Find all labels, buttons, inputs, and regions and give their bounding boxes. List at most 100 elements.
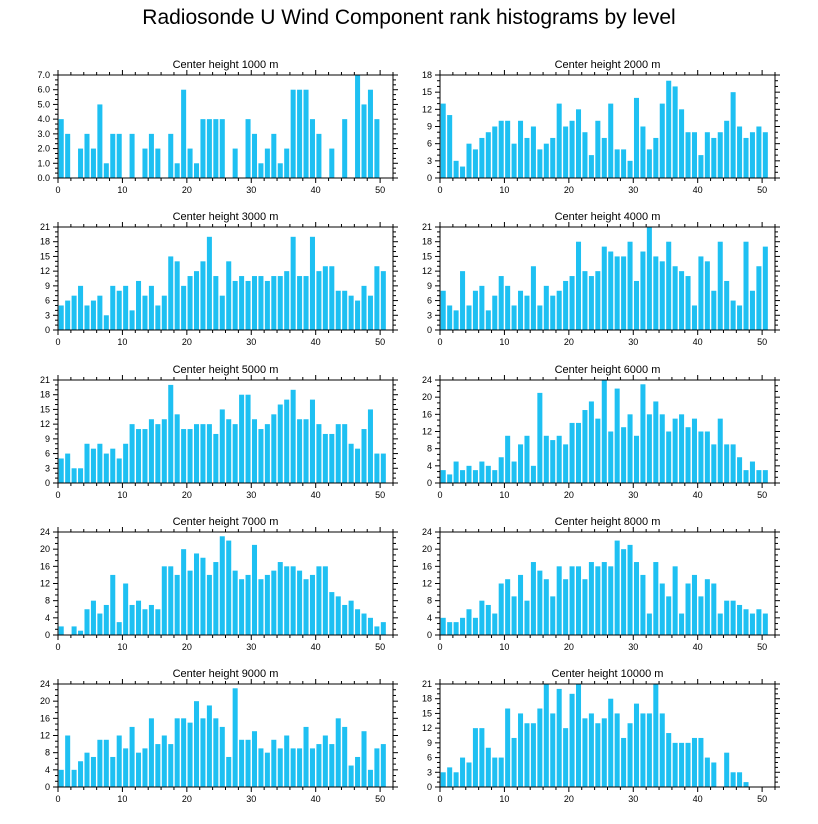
x-tick-label: 0 xyxy=(55,642,60,652)
histogram-bar xyxy=(724,600,730,635)
histogram-bar xyxy=(608,251,614,330)
histogram-bar xyxy=(116,458,122,483)
histogram-bar xyxy=(329,744,335,787)
x-tick-label: 20 xyxy=(182,794,192,804)
histogram-bar xyxy=(284,735,290,787)
histogram-bar xyxy=(691,737,697,787)
y-tick-label: 0 xyxy=(45,325,50,335)
histogram-bar xyxy=(440,772,446,787)
histogram-bar xyxy=(361,429,367,483)
histogram-bar xyxy=(271,414,277,483)
histogram-bar xyxy=(206,119,212,178)
histogram-bar xyxy=(355,75,361,178)
histogram-bar xyxy=(200,261,206,330)
histogram-bar xyxy=(518,713,524,787)
histogram-bar xyxy=(556,688,562,787)
histogram-panel-5: Center height 5000 m 0 3 6 9 12 15 18 21 0 10 20 30 4… xyxy=(40,364,398,500)
histogram-bar xyxy=(576,241,582,330)
histogram-bar xyxy=(588,276,594,330)
histogram-bar xyxy=(123,583,129,635)
histogram-bar xyxy=(576,422,582,483)
histogram-bar xyxy=(498,457,504,483)
histogram-bar xyxy=(563,280,569,330)
histogram-bar xyxy=(576,566,582,635)
histogram-bar xyxy=(78,468,84,483)
y-tick-label: 9 xyxy=(427,281,432,291)
histogram-bar xyxy=(762,613,768,635)
histogram-bar xyxy=(711,583,717,635)
histogram-bar xyxy=(537,392,543,484)
histogram-bar xyxy=(129,310,135,330)
x-tick-label: 20 xyxy=(564,490,574,500)
histogram-bar xyxy=(187,148,193,178)
histogram-bar xyxy=(556,435,562,483)
histogram-bar xyxy=(110,448,116,483)
y-tick-label: 3 xyxy=(427,156,432,166)
histogram-bar xyxy=(58,119,64,178)
y-tick-label: 12 xyxy=(40,266,50,276)
histogram-bar xyxy=(264,752,270,787)
histogram-bar xyxy=(621,549,627,635)
histogram-bar xyxy=(322,266,328,330)
histogram-bar xyxy=(213,718,219,787)
histogram-bar xyxy=(316,566,322,635)
histogram-bar xyxy=(440,290,446,330)
histogram-bar xyxy=(640,126,646,178)
histogram-bar xyxy=(756,266,762,330)
histogram-bar xyxy=(361,285,367,330)
y-tick-label: 6 xyxy=(45,296,50,306)
histogram-bar xyxy=(543,285,549,330)
histogram-bar xyxy=(316,271,322,330)
histogram-bar xyxy=(440,103,446,178)
histogram-bar xyxy=(284,399,290,483)
histogram-bar xyxy=(316,133,322,178)
y-tick-label: 18 xyxy=(422,237,432,247)
y-tick-label: 0 xyxy=(427,478,432,488)
y-tick-label: 15 xyxy=(422,251,432,261)
histogram-bar xyxy=(348,600,354,635)
histogram-bar xyxy=(640,574,646,635)
histogram-bar xyxy=(155,424,161,483)
histogram-bar xyxy=(556,290,562,330)
y-tick-label: 12 xyxy=(40,731,50,741)
histogram-bar xyxy=(627,544,633,636)
x-tick-label: 0 xyxy=(437,642,442,652)
figure-title: Radiosonde U Wind Component rank histogr… xyxy=(142,6,676,29)
histogram-bar xyxy=(380,622,386,636)
histogram-bar xyxy=(762,132,768,178)
histogram-bar xyxy=(168,384,174,483)
histogram-bar xyxy=(569,422,575,483)
histogram-bar xyxy=(174,261,180,330)
y-tick-label: 6 xyxy=(427,139,432,149)
histogram-bar xyxy=(245,574,251,635)
histogram-bar xyxy=(78,630,84,635)
histogram-bar xyxy=(659,261,665,330)
histogram-bar xyxy=(232,424,238,483)
y-tick-label: 3 xyxy=(427,310,432,320)
histogram-bar xyxy=(355,448,361,483)
histogram-bar xyxy=(576,109,582,178)
histogram-bar xyxy=(460,470,466,484)
y-tick-label: 15 xyxy=(40,251,50,261)
histogram-bar xyxy=(348,765,354,787)
histogram-bar xyxy=(71,769,77,787)
x-tick-label: 10 xyxy=(117,185,127,195)
histogram-bar xyxy=(309,119,315,178)
histogram-bar xyxy=(129,604,135,635)
histogram-bar xyxy=(582,410,588,483)
histogram-bar xyxy=(659,414,665,483)
histogram-panel-8: Center height 8000 m 0 4 8 12 16 20 24 0 10 20 30 40… xyxy=(422,516,780,652)
histogram-bar xyxy=(743,137,749,178)
histogram-bar xyxy=(142,429,148,483)
histogram-bar xyxy=(155,744,161,787)
x-tick-label: 40 xyxy=(693,490,703,500)
histogram-bar xyxy=(142,148,148,178)
y-tick-label: 12 xyxy=(40,419,50,429)
x-tick-label: 0 xyxy=(437,490,442,500)
histogram-bar xyxy=(342,726,348,787)
y-tick-label: 0 xyxy=(427,325,432,335)
y-tick-label: 24 xyxy=(422,375,432,385)
histogram-bar xyxy=(148,133,154,178)
histogram-bar xyxy=(492,613,498,635)
histogram-bar xyxy=(181,549,187,635)
